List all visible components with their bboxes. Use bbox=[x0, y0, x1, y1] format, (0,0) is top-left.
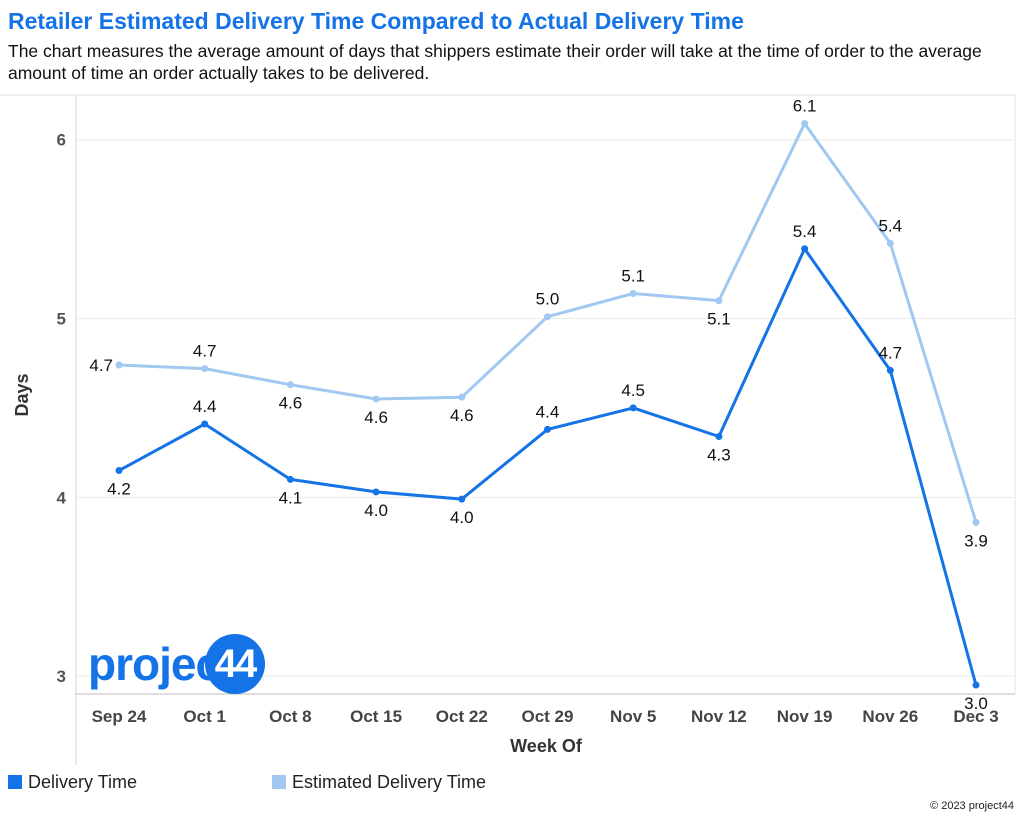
data-point-estimated-delivery-time bbox=[115, 361, 123, 369]
data-label-delivery-time: 3.0 bbox=[964, 694, 988, 713]
data-point-estimated-delivery-time bbox=[886, 239, 894, 247]
data-point-estimated-delivery-time bbox=[715, 297, 723, 305]
data-label-estimated-delivery-time: 6.1 bbox=[793, 97, 817, 116]
x-tick-label: Oct 15 bbox=[350, 707, 402, 726]
data-label-delivery-time: 4.0 bbox=[450, 508, 474, 527]
x-tick-label: Oct 8 bbox=[269, 707, 312, 726]
data-point-delivery-time bbox=[115, 466, 123, 474]
data-point-delivery-time bbox=[544, 425, 551, 433]
data-label-delivery-time: 4.5 bbox=[621, 381, 645, 400]
y-tick-label: 6 bbox=[57, 131, 66, 150]
data-label-estimated-delivery-time: 3.9 bbox=[964, 531, 988, 550]
series-line-estimated-delivery-time bbox=[118, 122, 978, 523]
data-point-estimated-delivery-time bbox=[544, 313, 551, 321]
data-label-delivery-time: 4.7 bbox=[878, 343, 902, 362]
data-point-delivery-time bbox=[972, 681, 980, 689]
data-point-delivery-time bbox=[886, 366, 894, 374]
chart-subtitle: The chart measures the average amount of… bbox=[8, 41, 982, 83]
data-label-estimated-delivery-time: 4.6 bbox=[450, 406, 474, 425]
data-label-estimated-delivery-time: 5.1 bbox=[621, 266, 645, 285]
data-label-estimated-delivery-time: 4.6 bbox=[364, 408, 388, 427]
data-point-delivery-time bbox=[801, 245, 809, 253]
data-point-estimated-delivery-time bbox=[286, 381, 294, 389]
x-tick-label: Oct 1 bbox=[183, 707, 226, 726]
legend-item-delivery-time: Delivery Time bbox=[8, 772, 137, 793]
logo-badge: 44 bbox=[205, 634, 265, 694]
chart-title: Retailer Estimated Delivery Time Compare… bbox=[8, 8, 744, 34]
copyright: © 2023 project44 bbox=[930, 800, 1014, 812]
data-label-delivery-time: 5.4 bbox=[793, 222, 817, 241]
data-label-estimated-delivery-time: 5.4 bbox=[878, 216, 902, 235]
y-tick-label: 3 bbox=[57, 667, 66, 686]
x-tick-label: Oct 22 bbox=[436, 707, 488, 726]
y-axis-label: Days bbox=[12, 373, 32, 416]
data-label-delivery-time: 4.1 bbox=[279, 488, 303, 507]
data-point-estimated-delivery-time bbox=[201, 365, 209, 373]
legend-label-delivery-time: Delivery Time bbox=[28, 772, 138, 792]
data-point-delivery-time bbox=[629, 404, 637, 412]
x-tick-label: Oct 29 bbox=[522, 707, 574, 726]
data-label-delivery-time: 4.0 bbox=[364, 501, 388, 520]
x-tick-label: Nov 26 bbox=[862, 707, 918, 726]
legend-item-estimated-delivery-time: Estimated Delivery Time bbox=[272, 772, 486, 793]
data-label-estimated-delivery-time: 4.6 bbox=[279, 394, 303, 413]
x-tick-label: Sep 24 bbox=[92, 707, 147, 726]
x-tick-label: Nov 5 bbox=[610, 707, 656, 726]
y-tick-label: 4 bbox=[57, 488, 67, 507]
data-label-estimated-delivery-time: 5.1 bbox=[707, 310, 731, 329]
data-point-delivery-time bbox=[286, 475, 294, 483]
data-label-delivery-time: 4.4 bbox=[536, 402, 560, 421]
y-tick-label: 5 bbox=[57, 310, 66, 329]
data-label-estimated-delivery-time: 4.7 bbox=[193, 342, 217, 361]
data-label-delivery-time: 4.4 bbox=[193, 397, 217, 416]
data-point-estimated-delivery-time bbox=[801, 120, 809, 128]
data-point-estimated-delivery-time bbox=[972, 518, 980, 526]
x-axis-label: Week Of bbox=[510, 736, 583, 756]
x-tick-label: Nov 12 bbox=[691, 707, 747, 726]
data-label-estimated-delivery-time: 5.0 bbox=[536, 290, 560, 309]
data-point-delivery-time bbox=[201, 420, 209, 428]
x-tick-label: Dec 3 bbox=[953, 707, 998, 726]
data-point-estimated-delivery-time bbox=[372, 395, 380, 403]
legend-swatch-delivery-time bbox=[8, 775, 22, 789]
data-point-delivery-time bbox=[458, 495, 466, 503]
legend-label-estimated-delivery-time: Estimated Delivery Time bbox=[292, 772, 487, 792]
x-tick-label: Nov 19 bbox=[777, 707, 833, 726]
data-point-delivery-time bbox=[715, 433, 723, 441]
data-label-estimated-delivery-time: 4.7 bbox=[89, 356, 113, 375]
data-label-delivery-time: 4.3 bbox=[707, 446, 731, 465]
data-point-estimated-delivery-time bbox=[458, 393, 466, 401]
legend-swatch-estimated-delivery-time bbox=[272, 775, 286, 789]
data-label-delivery-time: 4.2 bbox=[107, 479, 131, 498]
data-point-delivery-time bbox=[372, 488, 380, 496]
data-point-estimated-delivery-time bbox=[629, 289, 637, 297]
